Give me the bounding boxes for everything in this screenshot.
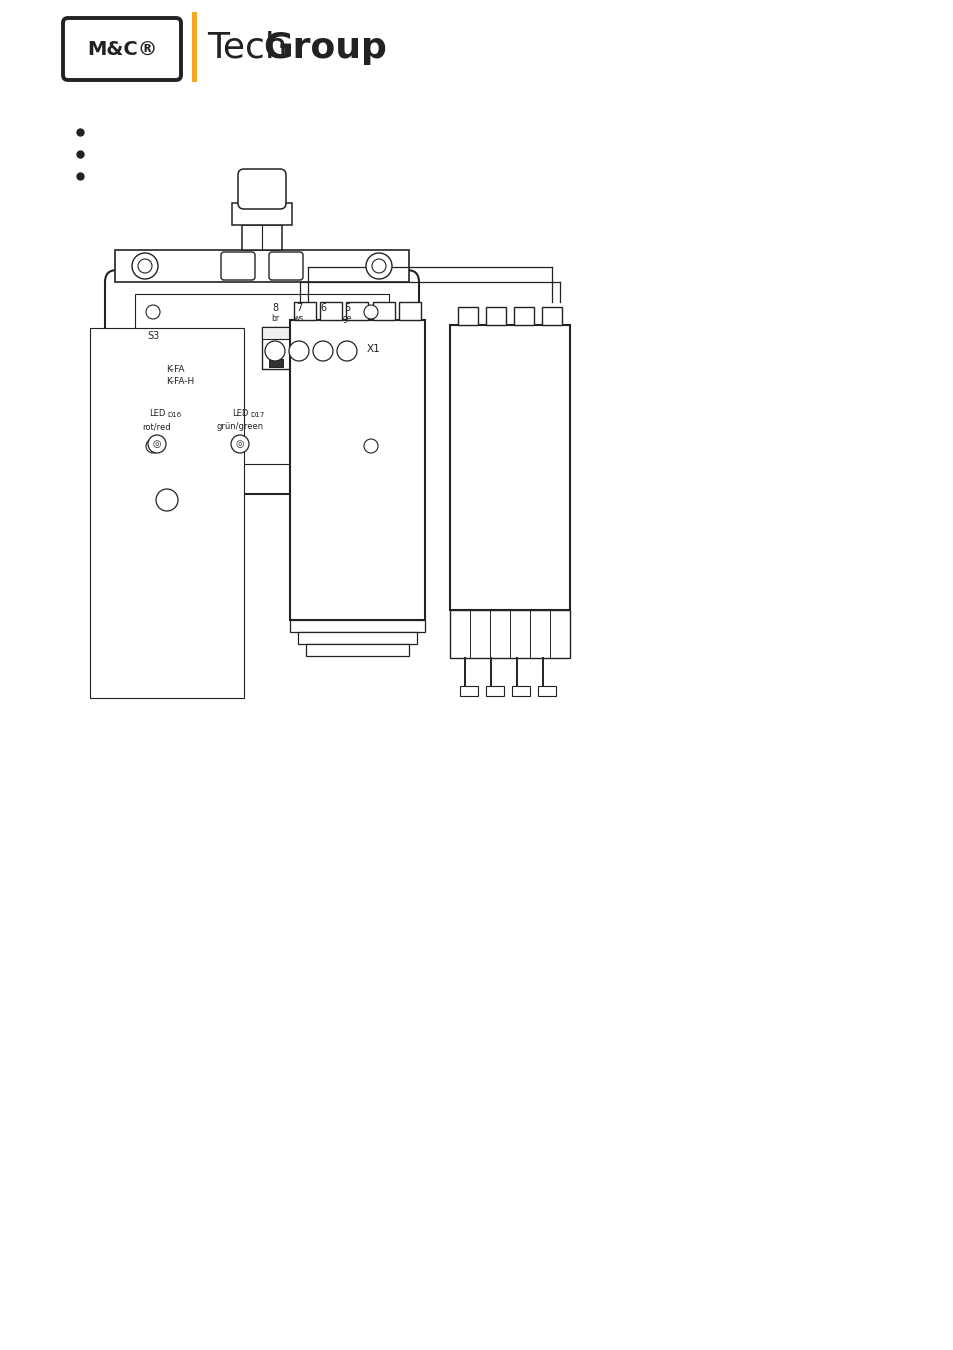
Bar: [457, 306, 477, 325]
FancyBboxPatch shape: [105, 270, 418, 494]
Bar: [150, 383, 153, 392]
Bar: [135, 637, 199, 655]
Text: br: br: [271, 315, 279, 323]
Bar: [127, 632, 207, 660]
Bar: [156, 373, 160, 379]
Bar: [90, 328, 244, 698]
Text: ws: ws: [294, 315, 304, 323]
Bar: [290, 320, 424, 620]
Bar: [115, 250, 409, 282]
Text: ge: ge: [342, 315, 352, 323]
Circle shape: [336, 342, 356, 360]
Bar: [156, 362, 160, 369]
Text: D16: D16: [167, 412, 181, 418]
FancyBboxPatch shape: [221, 252, 254, 279]
Bar: [262, 327, 361, 369]
Text: D17: D17: [250, 412, 264, 418]
Text: ◎: ◎: [152, 439, 161, 450]
Bar: [293, 359, 307, 367]
Bar: [459, 686, 477, 697]
Text: X1: X1: [367, 344, 380, 354]
Circle shape: [289, 342, 309, 360]
Bar: [306, 644, 409, 656]
Bar: [150, 373, 153, 379]
Circle shape: [265, 342, 285, 360]
Bar: [512, 686, 530, 697]
Bar: [450, 325, 569, 610]
Bar: [514, 306, 534, 325]
Circle shape: [138, 259, 152, 273]
Text: grün/green: grün/green: [216, 423, 263, 431]
FancyBboxPatch shape: [151, 373, 183, 626]
Bar: [135, 294, 389, 464]
Bar: [373, 302, 395, 320]
Text: Tech: Tech: [207, 31, 288, 65]
Bar: [541, 306, 561, 325]
Text: K-FA: K-FA: [166, 364, 184, 374]
FancyBboxPatch shape: [269, 252, 303, 279]
Text: 5: 5: [343, 302, 350, 313]
Bar: [294, 302, 315, 320]
Circle shape: [313, 342, 333, 360]
Bar: [242, 225, 282, 250]
Bar: [537, 686, 556, 697]
Bar: [485, 686, 503, 697]
Bar: [316, 359, 331, 367]
Text: ◎: ◎: [235, 439, 244, 450]
Bar: [485, 306, 505, 325]
FancyBboxPatch shape: [63, 18, 181, 80]
Bar: [232, 202, 292, 225]
Bar: [398, 302, 420, 320]
Circle shape: [366, 252, 392, 279]
Text: 6: 6: [319, 302, 326, 313]
Bar: [106, 344, 228, 682]
Bar: [269, 359, 283, 367]
Circle shape: [372, 259, 386, 273]
Text: LED: LED: [149, 409, 165, 418]
Circle shape: [146, 439, 160, 454]
Text: 8: 8: [272, 302, 277, 313]
Circle shape: [364, 439, 377, 454]
Bar: [320, 302, 342, 320]
Circle shape: [156, 489, 178, 512]
FancyBboxPatch shape: [144, 366, 190, 634]
Bar: [150, 362, 153, 369]
FancyBboxPatch shape: [237, 169, 286, 209]
Bar: [297, 632, 416, 644]
Bar: [156, 383, 160, 392]
Text: Group: Group: [263, 31, 387, 65]
Bar: [147, 359, 163, 396]
Bar: [262, 327, 361, 339]
Bar: [192, 12, 196, 82]
Text: M&C®: M&C®: [87, 39, 157, 58]
Text: LED: LED: [232, 409, 248, 418]
Bar: [98, 336, 235, 690]
Circle shape: [364, 305, 377, 319]
Text: 7: 7: [295, 302, 302, 313]
Bar: [290, 620, 424, 632]
Bar: [450, 610, 569, 657]
Circle shape: [148, 435, 166, 454]
Bar: [340, 359, 355, 367]
Text: rot/red: rot/red: [143, 423, 172, 431]
Text: S3: S3: [147, 331, 159, 342]
Text: K-FA-H: K-FA-H: [166, 377, 194, 386]
Circle shape: [132, 252, 158, 279]
Bar: [346, 302, 368, 320]
Circle shape: [231, 435, 249, 454]
Circle shape: [146, 305, 160, 319]
